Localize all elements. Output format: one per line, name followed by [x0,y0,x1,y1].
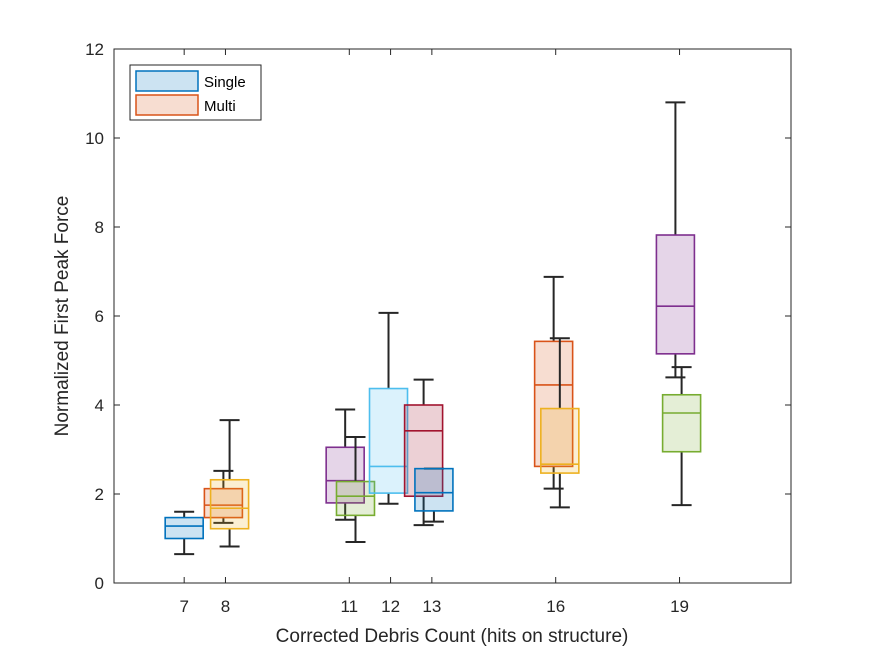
y-tick-label: 6 [95,307,104,326]
box-iqr [325,446,365,504]
y-axis-label: Normalized First Peak Force [52,196,73,437]
box-group [533,275,574,490]
box-group [540,337,580,509]
box-group [661,366,702,507]
x-tick-label: 13 [422,597,441,616]
x-tick-label: 11 [340,597,358,616]
x-tick-label: 12 [381,597,400,616]
box-group [209,419,250,548]
x-axis-label: Corrected Debris Count (hits on structur… [276,626,629,647]
legend-label-multi: Multi [204,98,236,115]
y-tick-label: 10 [85,129,104,148]
box-group [335,436,376,544]
box-iqr [368,387,409,494]
boxes-layer [164,101,702,556]
box-group [325,408,365,521]
box-iqr [540,407,580,474]
y-ticks: 0 2 4 6 8 10 12 [85,40,791,593]
y-tick-label: 0 [95,574,104,593]
box-iqr [209,478,250,530]
x-tick-label: 16 [546,597,565,616]
legend-swatch-multi [135,94,199,116]
y-tick-label: 8 [95,218,104,237]
y-tick-label: 12 [85,40,104,59]
box-group [655,101,696,379]
legend-box [129,64,262,121]
y-tick-label: 2 [95,485,104,504]
legend-swatch-single [135,70,199,92]
legend: Single Multi [129,64,262,121]
y-tick-label: 4 [95,396,104,415]
box-iqr [533,340,574,468]
box-iqr [403,404,444,498]
x-tick-label: 7 [179,597,188,616]
box-iqr [414,467,454,512]
box-iqr [655,234,696,355]
box-group [403,378,444,527]
box-group [164,510,204,556]
box-iqr [164,516,204,540]
box-group [368,311,409,505]
box-iqr [335,480,376,517]
x-tick-label: 8 [221,597,230,616]
x-ticks: 7 8 11 12 13 16 19 [179,49,689,616]
box-iqr [661,393,702,453]
box-group [414,467,454,523]
x-tick-label: 19 [670,597,689,616]
legend-label-single: Single [204,74,246,91]
